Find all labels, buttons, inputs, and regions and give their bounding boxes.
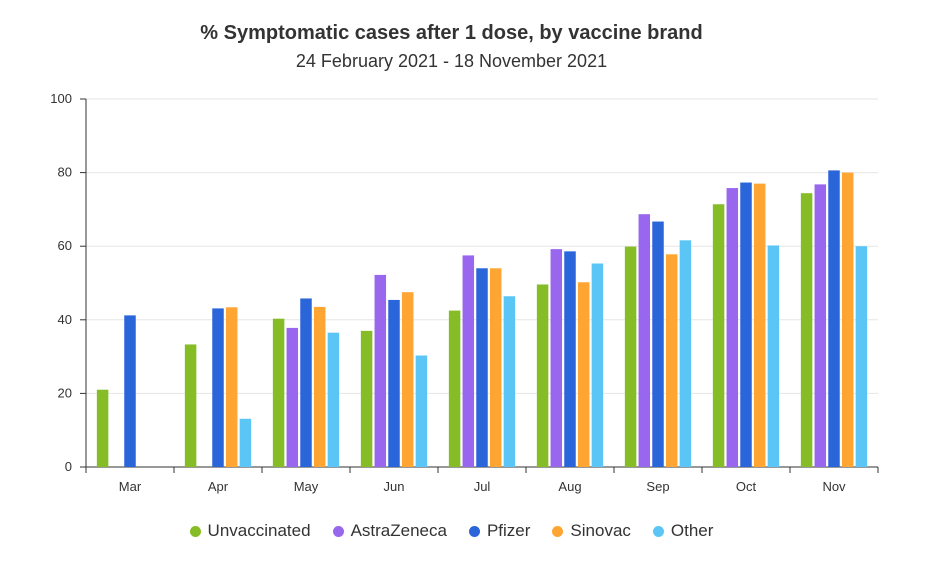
x-tick-label: Aug (558, 479, 581, 494)
y-tick-label: 40 (58, 312, 72, 327)
x-tick-label: Oct (736, 479, 757, 494)
bar-astrazeneca-oct[interactable] (726, 188, 739, 467)
bar-sinovac-may[interactable] (313, 306, 326, 467)
legend-label: Unvaccinated (207, 521, 311, 540)
bar-unvaccinated-oct[interactable] (712, 204, 725, 468)
bar-unvaccinated-apr[interactable] (184, 344, 197, 467)
bar-pfizer-sep[interactable] (652, 221, 664, 467)
bar-astrazeneca-sep[interactable] (638, 214, 651, 467)
bar-pfizer-jul[interactable] (476, 268, 488, 467)
chart-legend: Unvaccinated AstraZeneca Pfizer Sinovac Othe… (0, 521, 903, 541)
legend-item-pfizer[interactable]: Pfizer (468, 521, 531, 541)
y-tick-label: 0 (65, 459, 72, 474)
legend-marker (189, 525, 201, 537)
chart-title: % Symptomatic cases after 1 dose, by vac… (200, 22, 703, 44)
bar-other-sep[interactable] (679, 240, 692, 467)
x-tick-label: Nov (822, 479, 846, 494)
bar-pfizer-mar[interactable] (124, 315, 136, 467)
x-tick-label: Jul (474, 479, 491, 494)
bar-pfizer-may[interactable] (300, 298, 312, 467)
bar-sinovac-apr[interactable] (225, 307, 238, 467)
bar-other-aug[interactable] (591, 263, 604, 467)
legend-item-unvaccinated[interactable]: Unvaccinated (189, 521, 311, 541)
bar-pfizer-aug[interactable] (564, 251, 576, 467)
bar-astrazeneca-may[interactable] (286, 327, 299, 467)
x-tick-label: Apr (208, 479, 229, 494)
bar-sinovac-aug[interactable] (577, 282, 590, 467)
bar-other-jun[interactable] (415, 355, 428, 467)
legend-marker (332, 525, 344, 537)
legend-label: Pfizer (486, 521, 531, 540)
bar-unvaccinated-mar[interactable] (96, 389, 109, 467)
legend-label: AstraZeneca (350, 521, 447, 540)
legend-item-other[interactable]: Other (652, 521, 714, 541)
bar-astrazeneca-jun[interactable] (374, 274, 387, 467)
legend-item-sinovac[interactable]: Sinovac (552, 521, 631, 541)
chart-subtitle: 24 February 2021 - 18 November 2021 (295, 51, 608, 71)
bar-unvaccinated-may[interactable] (272, 318, 285, 467)
bar-unvaccinated-nov[interactable] (800, 193, 813, 467)
y-tick-label: 100 (50, 91, 72, 106)
bar-sinovac-oct[interactable] (753, 183, 766, 467)
bar-unvaccinated-jun[interactable] (360, 330, 373, 467)
bar-pfizer-apr[interactable] (212, 308, 224, 467)
bar-other-nov[interactable] (855, 246, 868, 467)
x-tick-label: Jun (384, 479, 405, 494)
bar-other-jul[interactable] (503, 296, 516, 467)
legend-marker (552, 525, 564, 537)
bar-other-may[interactable] (327, 332, 340, 467)
y-tick-label: 20 (58, 385, 72, 400)
bar-other-apr[interactable] (239, 418, 252, 467)
legend-item-astrazeneca[interactable]: AstraZeneca (332, 521, 447, 541)
y-tick-label: 80 (58, 165, 72, 180)
legend-marker (468, 525, 480, 537)
bar-pfizer-oct[interactable] (740, 182, 752, 467)
bar-astrazeneca-nov[interactable] (814, 184, 827, 467)
legend-label: Sinovac (570, 521, 631, 540)
x-tick-label: May (294, 479, 319, 494)
x-tick-label: Sep (646, 479, 669, 494)
legend-marker (652, 525, 664, 537)
bar-sinovac-sep[interactable] (665, 254, 678, 467)
bar-astrazeneca-aug[interactable] (550, 249, 563, 467)
bar-pfizer-nov[interactable] (828, 170, 840, 467)
bar-sinovac-nov[interactable] (841, 172, 854, 467)
bar-sinovac-jun[interactable] (401, 292, 414, 467)
y-tick-label: 60 (58, 238, 72, 253)
bar-unvaccinated-sep[interactable] (624, 246, 637, 467)
legend-label: Other (670, 521, 714, 540)
x-tick-label: Mar (119, 479, 142, 494)
bar-unvaccinated-jul[interactable] (448, 310, 461, 467)
bar-unvaccinated-aug[interactable] (536, 284, 549, 467)
bar-pfizer-jun[interactable] (388, 299, 400, 467)
bar-sinovac-jul[interactable] (489, 268, 502, 467)
bar-astrazeneca-jul[interactable] (462, 255, 475, 467)
bar-other-oct[interactable] (767, 245, 780, 467)
